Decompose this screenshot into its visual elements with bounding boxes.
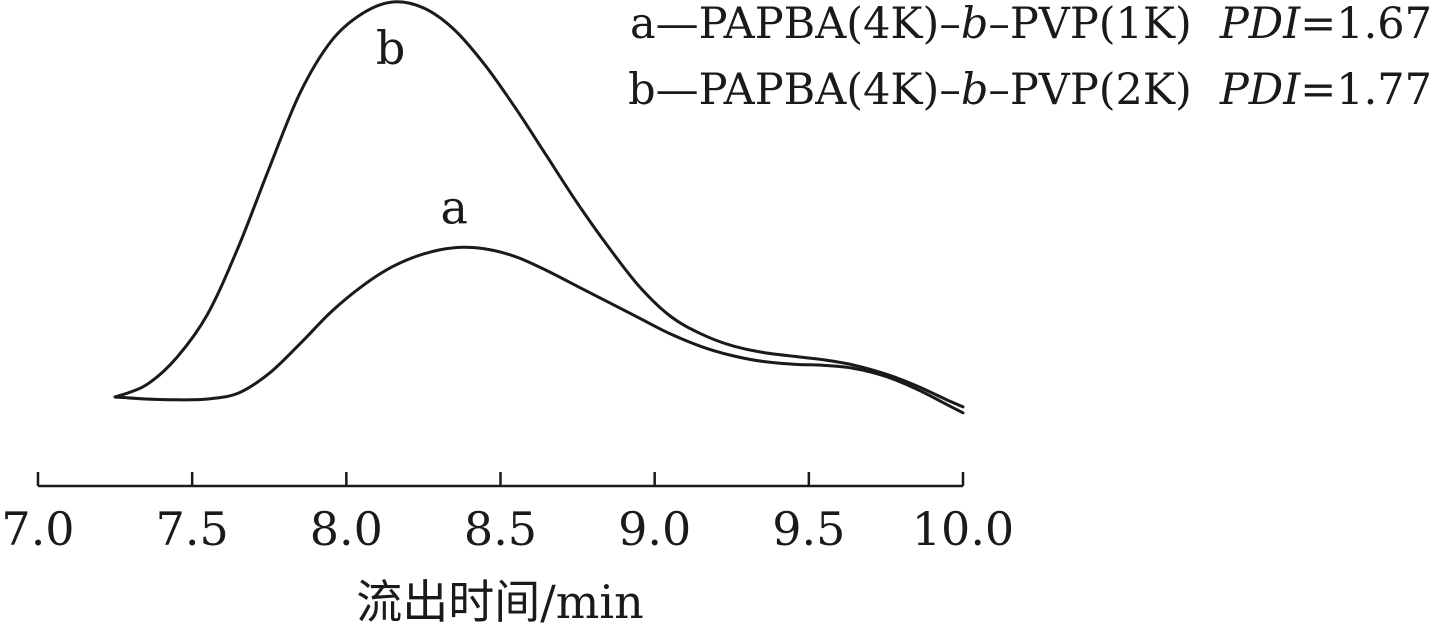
curve-b (113, 0, 965, 409)
x-tick-label: 10.0 (912, 502, 1014, 556)
curve-label-b: b (376, 21, 405, 75)
x-axis-label: 流出时间/min (356, 575, 643, 629)
curve-label-a: a (441, 181, 468, 235)
x-tick-label: 8.5 (464, 502, 537, 556)
legend-a-prefix: a—PAPBA(4K)– (630, 0, 961, 49)
x-tick-label: 9.5 (772, 502, 845, 556)
legend-b-prefix: b—PAPBA(4K)– (628, 65, 961, 115)
legend-a-pdi-value: =1.67 (1300, 0, 1432, 49)
legend-b-block: b (961, 65, 989, 115)
legend: a—PAPBA(4K)–b–PVP(1K) PDI=1.67 b—PAPBA(4K… (628, 0, 1432, 115)
x-tick-label: 7.0 (1, 502, 74, 556)
x-tick-label: 8.0 (310, 502, 383, 556)
x-tick-label: 7.5 (156, 502, 229, 556)
legend-a-block: b (961, 0, 989, 49)
legend-entry-a: a—PAPBA(4K)–b–PVP(1K) PDI=1.67 (630, 0, 1432, 49)
curve-a (113, 245, 965, 415)
legend-entry-b: b—PAPBA(4K)–b–PVP(2K) PDI=1.77 (628, 65, 1432, 115)
legend-a-middle: –PVP(1K) (988, 0, 1191, 49)
legend-a-pdi-label: PDI (1219, 0, 1301, 49)
legend-b-pdi-value: =1.77 (1300, 65, 1432, 115)
x-tick-label: 9.0 (618, 502, 691, 556)
x-axis: 7.0 7.5 8.0 8.5 9.0 9.5 10.0 (1, 472, 1014, 556)
curves-layer: ab (113, 0, 965, 415)
legend-b-pdi-label: PDI (1219, 65, 1301, 115)
legend-b-middle: –PVP(2K) (988, 65, 1191, 115)
